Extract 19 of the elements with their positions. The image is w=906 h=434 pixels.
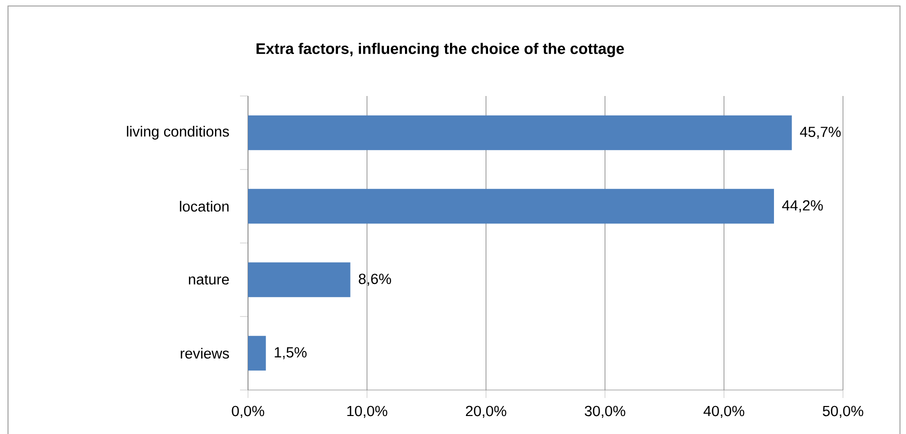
y-tick-label: nature [188,274,229,285]
chart-title: Extra factors, influencing the choice of the cottage [256,42,624,58]
x-tick-label: 40,0% [704,406,744,418]
y-tick-label: living conditions [126,126,229,140]
x-tick-label: 30,0% [584,406,626,418]
x-tick-label: 20,0% [466,406,506,418]
data-label: 8,6% [358,274,392,286]
bar [248,262,350,298]
y-tick-label: reviews [180,348,229,359]
bar [248,188,774,224]
data-label: 44,2% [782,200,823,212]
x-tick-label: 50,0% [822,406,864,418]
data-label: 1,5% [274,347,307,360]
bar [248,115,792,150]
bar [248,336,266,371]
x-tick-label: 10,0% [347,406,388,418]
data-label: 45,7% [800,126,841,139]
y-tick-label: location [180,200,229,212]
x-tick-label: 0,0% [232,406,264,418]
